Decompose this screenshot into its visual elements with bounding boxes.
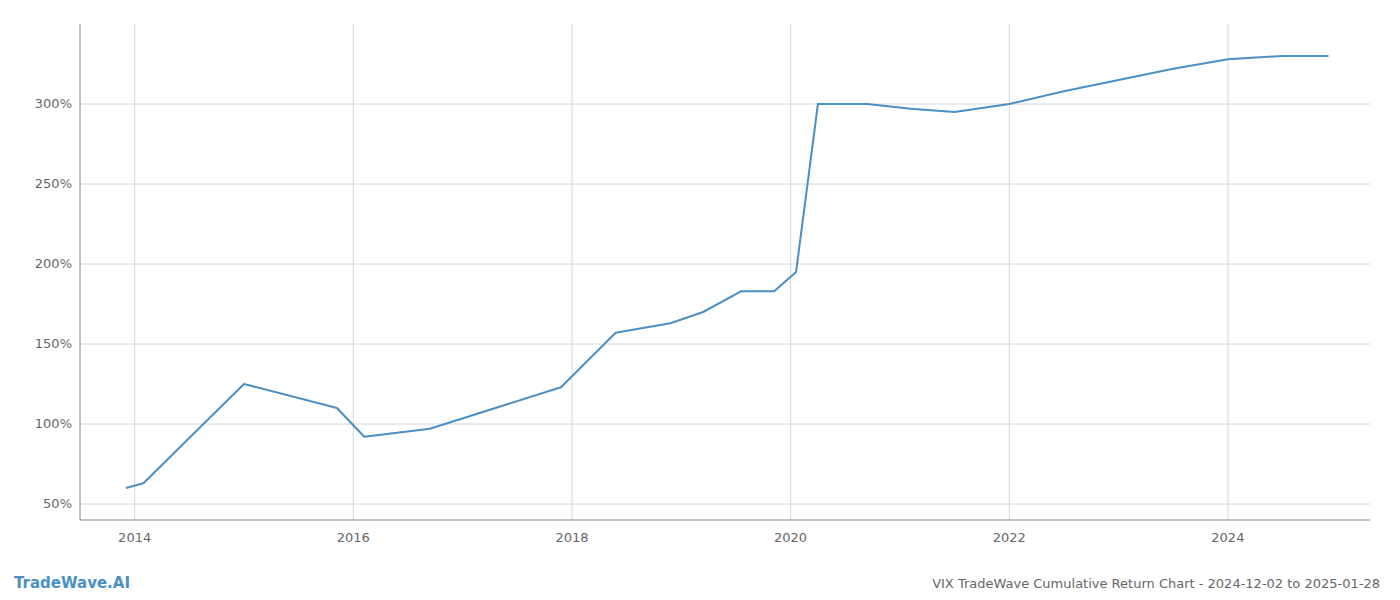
x-grid-line <box>1009 24 1010 520</box>
x-grid-line <box>790 24 791 520</box>
y-tick-label: 50% <box>43 496 72 511</box>
y-tick-label: 250% <box>35 176 72 191</box>
x-tick-label: 2020 <box>774 530 807 545</box>
y-tick-label: 150% <box>35 336 72 351</box>
chart: 50% 100% 150% 200% 250% 300% 2014 2016 2018 2020 2… <box>0 0 1400 600</box>
x-tick-label: 2018 <box>555 530 588 545</box>
x-grid-line <box>353 24 354 520</box>
y-grid-line <box>80 424 1370 425</box>
x-axis-line <box>80 520 1370 521</box>
data-line <box>126 56 1329 488</box>
y-grid-line <box>80 264 1370 265</box>
y-tick-label: 300% <box>35 96 72 111</box>
watermark: TradeWave.AI <box>14 574 130 592</box>
grid <box>80 24 1370 520</box>
y-tick-label: 200% <box>35 256 72 271</box>
y-grid-line <box>80 344 1370 345</box>
y-grid-line <box>80 104 1370 105</box>
y-axis-line <box>80 24 81 520</box>
tick-labels: 50% 100% 150% 200% 250% 300% 2014 2016 2018 2020 2… <box>35 96 1245 546</box>
x-tick-label: 2024 <box>1211 530 1244 545</box>
x-tick-label: 2022 <box>993 530 1026 545</box>
x-grid-line <box>134 24 135 520</box>
x-tick-label: 2014 <box>118 530 151 545</box>
x-tick-label: 2016 <box>337 530 370 545</box>
x-grid-line <box>571 24 572 520</box>
y-tick-label: 100% <box>35 416 72 431</box>
title: VIX TradeWave Cumulative Return Chart - … <box>932 576 1380 591</box>
y-grid-line <box>80 184 1370 185</box>
y-grid-line <box>80 504 1370 505</box>
x-grid-line <box>1227 24 1228 520</box>
plot-area <box>126 56 1329 488</box>
